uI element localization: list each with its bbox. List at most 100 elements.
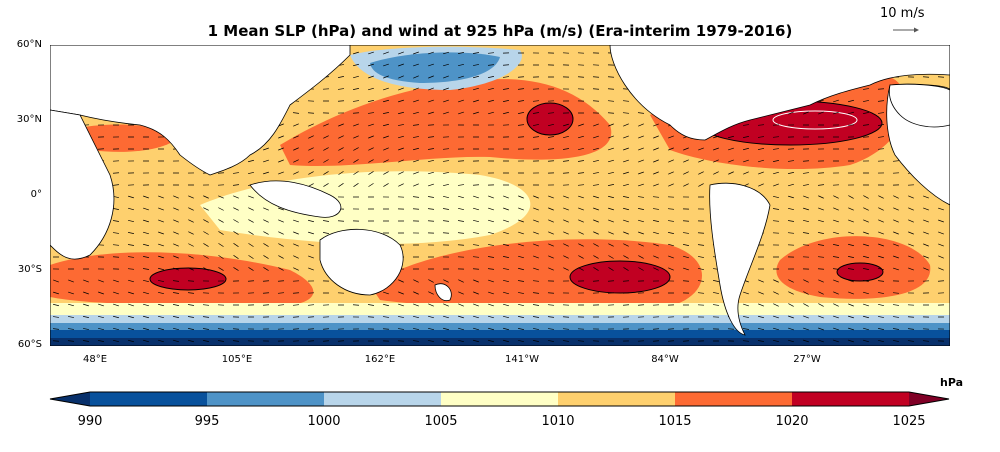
wind-arrow bbox=[368, 171, 374, 175]
wind-arrow bbox=[338, 135, 344, 139]
wind-arrow bbox=[487, 268, 495, 270]
wind-arrow bbox=[128, 291, 134, 295]
wind-arrow bbox=[638, 267, 644, 271]
wind-arrow bbox=[398, 279, 404, 283]
wind-arrow bbox=[398, 171, 404, 175]
wind-arrow bbox=[562, 328, 570, 330]
wind-arrow bbox=[488, 339, 494, 343]
wind-arrow bbox=[922, 340, 930, 342]
wind-arrow bbox=[517, 88, 525, 90]
wind-arrow bbox=[457, 244, 465, 246]
wind-arrow bbox=[248, 195, 254, 199]
wind-arrow bbox=[398, 303, 404, 307]
wind-arrow bbox=[517, 328, 525, 330]
wind-arrow bbox=[803, 327, 809, 331]
wind-arrow bbox=[397, 124, 405, 126]
wind-arrow bbox=[773, 183, 779, 187]
wind-arrow bbox=[773, 315, 779, 319]
wind-arrow bbox=[143, 207, 149, 211]
wind-arrow bbox=[428, 51, 434, 55]
wind-arrow bbox=[218, 231, 224, 235]
wind-arrow bbox=[143, 339, 149, 343]
wind-arrow bbox=[173, 339, 179, 343]
wind-arrow bbox=[383, 87, 389, 91]
wind-arrow bbox=[368, 51, 374, 55]
wind-arrow bbox=[413, 171, 419, 175]
wind-arrow bbox=[592, 172, 600, 174]
wind-arrow bbox=[307, 304, 315, 306]
land-africa bbox=[50, 109, 115, 260]
wind-arrow bbox=[562, 148, 570, 150]
wind-arrow bbox=[458, 195, 464, 199]
wind-arrow bbox=[293, 147, 299, 151]
wind-arrow bbox=[578, 231, 584, 235]
wind-arrow bbox=[893, 219, 899, 223]
wind-arrow bbox=[398, 111, 404, 115]
wind-arrow bbox=[787, 220, 795, 222]
wind-arrow bbox=[593, 135, 599, 139]
wind-arrow bbox=[427, 208, 435, 210]
wind-arrow bbox=[248, 219, 254, 223]
wind-arrow bbox=[502, 100, 510, 102]
wind-arrow bbox=[382, 112, 390, 114]
wind-arrow bbox=[382, 328, 390, 330]
wind-arrow bbox=[278, 267, 284, 271]
wind-arrow bbox=[533, 207, 539, 211]
wind-arrow bbox=[157, 315, 165, 319]
wind-arrow bbox=[653, 123, 659, 127]
wind-arrow bbox=[383, 183, 389, 187]
wind-arrow bbox=[698, 147, 704, 151]
wind-arrow bbox=[457, 207, 465, 211]
wind-arrow bbox=[217, 316, 225, 318]
wind-arrow bbox=[112, 339, 120, 343]
wind-arrow bbox=[713, 135, 719, 139]
colorbar-outline bbox=[49, 391, 950, 407]
wind-arrow bbox=[323, 171, 329, 175]
wind-arrow bbox=[158, 303, 164, 307]
wind-arrow bbox=[938, 267, 944, 271]
wind-arrow bbox=[68, 303, 74, 307]
wind-arrow bbox=[623, 219, 629, 223]
wind-arrow bbox=[937, 280, 945, 282]
wind-arrow bbox=[443, 303, 449, 307]
wind-arrow bbox=[742, 328, 750, 330]
wind-arrow bbox=[923, 195, 929, 199]
wind-arrow bbox=[668, 147, 674, 151]
wind-arrow bbox=[622, 196, 630, 198]
wind-arrow bbox=[413, 111, 419, 115]
wind-arrow bbox=[428, 279, 434, 283]
wind-arrow bbox=[308, 123, 314, 127]
wind-arrow bbox=[308, 171, 314, 175]
wind-arrow bbox=[757, 136, 765, 138]
wind-arrow bbox=[608, 243, 614, 247]
slp-core-south-indian bbox=[149, 267, 227, 291]
wind-arrow bbox=[142, 256, 150, 258]
wind-arrow bbox=[263, 231, 269, 235]
wind-arrow bbox=[127, 232, 135, 234]
wind-arrow bbox=[533, 231, 539, 235]
wind-arrow bbox=[862, 268, 870, 270]
colorbar-segment-1020 bbox=[792, 392, 909, 406]
wind-arrow bbox=[848, 243, 854, 247]
wind-arrow bbox=[803, 207, 809, 211]
wind-arrow bbox=[547, 148, 555, 150]
wind-arrow bbox=[757, 148, 765, 150]
wind-arrow bbox=[473, 99, 479, 103]
wind-arrow bbox=[173, 327, 179, 331]
wind-arrow bbox=[278, 219, 284, 223]
wind-arrow bbox=[143, 315, 149, 319]
wind-arrow bbox=[562, 340, 570, 342]
wind-arrow bbox=[173, 243, 179, 247]
wind-arrow bbox=[772, 339, 780, 343]
wind-arrow bbox=[473, 303, 479, 307]
wind-arrow bbox=[607, 88, 615, 90]
wind-arrow bbox=[803, 195, 809, 199]
wind-arrow bbox=[577, 172, 585, 174]
wind-arrow bbox=[368, 147, 374, 151]
wind-arrow bbox=[337, 76, 345, 78]
wind-arrow bbox=[142, 268, 150, 270]
slp-high-arabia bbox=[70, 124, 180, 152]
wind-arrow bbox=[113, 315, 119, 319]
wind-arrow bbox=[472, 232, 480, 234]
wind-arrow bbox=[548, 255, 554, 259]
